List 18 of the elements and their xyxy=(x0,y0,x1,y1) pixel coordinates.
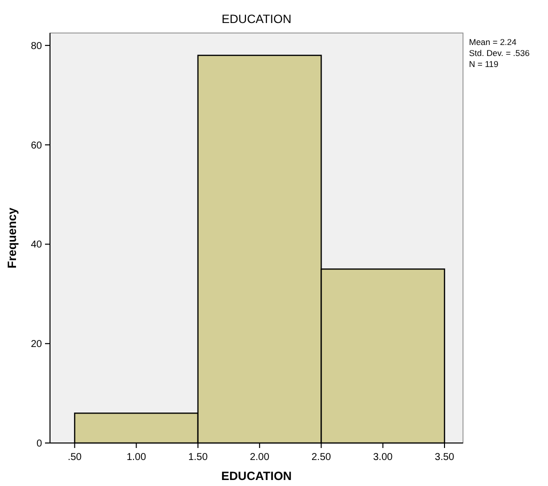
x-tick-label: 2.50 xyxy=(311,452,332,463)
x-tick-label: 2.00 xyxy=(250,452,270,463)
x-tick-label: 3.00 xyxy=(373,452,394,463)
text: N = 119 xyxy=(469,59,499,69)
x-tick-label: .50 xyxy=(68,452,82,463)
y-tick-label: 60 xyxy=(30,140,42,152)
x-tick-label: 1.50 xyxy=(188,452,208,463)
chart-title: EDUCATION xyxy=(222,12,292,26)
y-tick-label: 0 xyxy=(36,438,42,450)
y-tick-label: 40 xyxy=(30,240,42,251)
y-tick-label: 20 xyxy=(30,339,42,350)
y-tick-label: 80 xyxy=(30,40,42,52)
text: Std. Dev. = .536 xyxy=(469,48,530,58)
x-tick-label: 3.50 xyxy=(434,452,455,463)
text: Mean = 2.24 xyxy=(469,37,517,47)
x-axis-title: EDUCATION xyxy=(221,469,292,483)
x-tick-label: 1.00 xyxy=(126,452,146,463)
y-axis-title: Frequency xyxy=(5,207,19,268)
